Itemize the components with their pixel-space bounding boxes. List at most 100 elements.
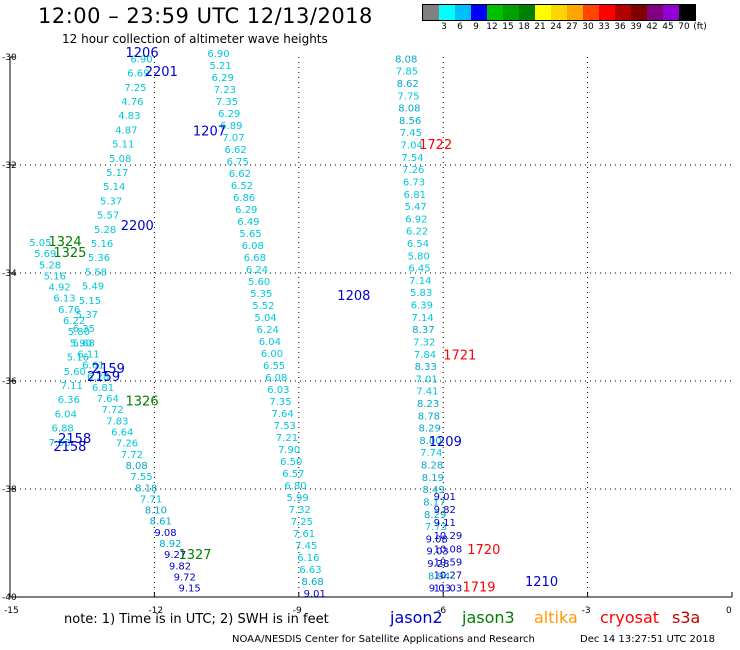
swh-value: 8.29 xyxy=(419,424,441,435)
pass-time-label: 1325 xyxy=(53,246,86,261)
swh-value: 6.55 xyxy=(263,361,285,372)
scale-label: 24 xyxy=(550,22,562,32)
legend-altika: altika xyxy=(534,608,578,627)
swh-value: 8.56 xyxy=(399,116,421,127)
swh-value: 9.28 xyxy=(427,559,449,570)
scale-label: 27 xyxy=(566,22,578,32)
credit-text: NOAA/NESDIS Center for Satellite Applica… xyxy=(232,634,535,645)
swh-value: 6.08 xyxy=(265,373,287,384)
scale-swatch xyxy=(647,5,663,20)
swh-value: 8.29 xyxy=(424,510,446,521)
swh-value: 5.83 xyxy=(410,288,432,299)
pass-time-label: 2158 xyxy=(53,440,86,455)
swh-value: 5.16 xyxy=(67,353,89,364)
pass-time-label: 1210 xyxy=(525,575,558,590)
swh-value: 6.13 xyxy=(53,294,75,305)
swh-value: 7.25 xyxy=(124,83,146,94)
swh-value: 5.58 xyxy=(85,267,107,278)
pass-time-label: 2158 xyxy=(58,432,91,447)
pass-time-label: 1719 xyxy=(462,581,495,596)
swh-value: 6.08 xyxy=(242,241,264,252)
swh-value: 6.64 xyxy=(111,428,133,439)
swh-value: 7.01 xyxy=(415,374,437,385)
swh-value: 8.19 xyxy=(422,473,444,484)
scale-label: 21 xyxy=(534,22,546,32)
swh-value: 6.63 xyxy=(299,565,321,576)
swh-value: 9.01 xyxy=(304,589,326,600)
swh-value: 5.04 xyxy=(254,313,276,324)
swh-value: 9.82 xyxy=(169,561,191,572)
swh-value: 7.64 xyxy=(97,394,119,405)
swh-value: 9.11 xyxy=(434,518,456,529)
swh-value: 9.08 xyxy=(426,534,448,545)
scale-swatch xyxy=(455,5,471,20)
swh-value: 6.52 xyxy=(231,181,253,192)
swh-value: 5.16 xyxy=(44,271,66,282)
scale-label: 15 xyxy=(502,22,514,32)
swh-value: 8.08 xyxy=(126,461,148,472)
swh-value: 7.07 xyxy=(222,133,244,144)
scale-label: 45 xyxy=(662,22,674,32)
pass-time-label: 1324 xyxy=(49,235,82,250)
scale-swatch xyxy=(535,5,551,20)
swh-value: 7.32 xyxy=(413,337,435,348)
color-scale-bar xyxy=(422,4,696,21)
swh-value: 8.61 xyxy=(150,517,172,528)
swh-value: 7.14 xyxy=(412,313,434,324)
legend-jason2: jason2 xyxy=(390,608,443,627)
scale-label: 70 xyxy=(678,22,690,32)
swh-value: 6.90 xyxy=(207,49,229,60)
swh-value: 7.25 xyxy=(291,517,313,528)
swh-value: 8.33 xyxy=(415,362,437,373)
swh-value: 7.90 xyxy=(278,445,300,456)
swh-value: 7.61 xyxy=(293,529,315,540)
swh-value: 5.14 xyxy=(103,182,125,193)
lon-tick-label: 0 xyxy=(726,606,732,616)
scale-swatch xyxy=(567,5,583,20)
swh-value: 6.69 xyxy=(127,69,149,80)
swh-value: 6.50 xyxy=(280,457,302,468)
swh-value: 4.76 xyxy=(121,97,143,108)
swh-value: 7.26 xyxy=(402,165,424,176)
swh-value: 6.00 xyxy=(261,349,283,360)
scale-label: 33 xyxy=(598,22,610,32)
pass-time-label: 1209 xyxy=(429,435,462,450)
swh-value: 7.75 xyxy=(397,91,419,102)
pass-time-label: 1721 xyxy=(443,348,476,363)
swh-value: 4.83 xyxy=(118,111,140,122)
legend-note: note: 1) Time is in UTC; 2) SWH is in fe… xyxy=(64,612,329,627)
swh-value: 5.37 xyxy=(100,196,122,207)
legend-cryosat: cryosat xyxy=(600,608,660,627)
swh-value: 9.08 xyxy=(154,528,176,539)
swh-value: 6.89 xyxy=(220,121,242,132)
swh-value: 10.08 xyxy=(434,544,463,555)
scale-swatch xyxy=(519,5,535,20)
pass-time-label: 1206 xyxy=(126,46,159,61)
swh-value: 6.81 xyxy=(404,190,426,201)
swh-value: 6.24 xyxy=(257,325,279,336)
lon-tick-label: -9 xyxy=(293,606,302,616)
scale-label: 6 xyxy=(457,22,463,32)
lat-tick-label: -32 xyxy=(2,161,17,171)
scale-label: 42 xyxy=(646,22,658,32)
swh-value: 6.04 xyxy=(55,409,77,420)
swh-value: 10.59 xyxy=(434,557,463,568)
swh-value: 7.72 xyxy=(101,405,123,416)
swh-value: 6.29 xyxy=(235,205,257,216)
color-scale: 3 6 9 12 15 18 21 24 27 30 33 36 39 42 45 70 (ft) xyxy=(422,4,707,33)
swh-value: 7.45 xyxy=(400,128,422,139)
swh-value: 6.68 xyxy=(244,253,266,264)
swh-value: 9.03 xyxy=(429,584,451,595)
scale-swatch xyxy=(615,5,631,20)
swh-value: 7.32 xyxy=(289,505,311,516)
swh-value: 11.03 xyxy=(434,584,463,595)
swh-value: 6.73 xyxy=(403,177,425,188)
swh-value: 7.55 xyxy=(130,472,152,483)
scale-swatch xyxy=(583,5,599,20)
swh-value: 8.23 xyxy=(417,399,439,410)
swh-value: 5.90 xyxy=(70,338,92,349)
lon-tick-label: -3 xyxy=(582,606,591,616)
swh-value: 5.68 xyxy=(73,338,95,349)
swh-value: 8.62 xyxy=(397,79,419,90)
swh-value: 9.15 xyxy=(178,584,200,595)
